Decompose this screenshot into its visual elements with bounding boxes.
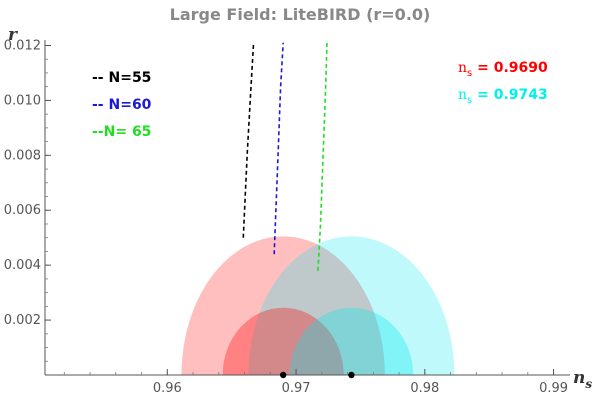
ns-annotation-2: ns = 0.9743 xyxy=(458,87,548,106)
x-tick-label: 0.99 xyxy=(539,381,568,396)
x-axis-label-sub: s xyxy=(585,377,592,391)
center-point xyxy=(348,371,355,379)
y-tick-label: 0.004 xyxy=(4,258,41,273)
x-axis-label-main: n xyxy=(573,368,585,388)
center-point xyxy=(279,371,287,379)
x-tick-label: 0.96 xyxy=(153,381,182,396)
legend-entry-1: -- N=55 xyxy=(92,70,151,86)
series-line-1 xyxy=(242,42,255,238)
x-tick-label: 0.98 xyxy=(410,381,439,396)
x-tick-label: 0.97 xyxy=(282,381,311,396)
confidence-contours xyxy=(181,236,455,375)
ns-symbol: n xyxy=(458,87,467,103)
ns-value: = 0.9690 xyxy=(472,60,548,76)
contour-outer-2 xyxy=(248,236,455,375)
chart-title: Large Field: LiteBIRD (r=0.0) xyxy=(170,5,431,24)
y-tick-label: 0.006 xyxy=(4,203,41,218)
contour-outer-1 xyxy=(181,236,385,375)
axes: 0.96 0.97 0.98 0.99 0.002 0.004 0.006 0.008 0.01… xyxy=(4,38,570,396)
ns-value: = 0.9743 xyxy=(472,87,548,103)
series-lines xyxy=(242,42,328,271)
y-tick-label: 0.010 xyxy=(4,93,41,108)
legend-entry-2: -- N=60 xyxy=(92,97,152,113)
series-line-2 xyxy=(273,42,284,255)
series-line-3 xyxy=(317,42,328,271)
ns-annotation-1: ns = 0.9690 xyxy=(458,60,548,79)
contour-inner-1 xyxy=(222,307,344,375)
y-tick-label: 0.002 xyxy=(4,313,41,328)
y-tick-label: 0.008 xyxy=(4,148,41,163)
ns-subscript: s xyxy=(467,68,472,79)
x-axis-label: ns xyxy=(573,368,592,391)
y-axis-label: r xyxy=(8,25,18,45)
center-points xyxy=(279,371,355,379)
legend-entry-3: --N= 65 xyxy=(92,124,151,140)
y-tick-label: 0.012 xyxy=(4,38,41,53)
contour-inner-2 xyxy=(289,307,414,375)
legend: -- N=55 -- N=60 --N= 65 xyxy=(92,70,152,140)
ns-subscript: s xyxy=(467,95,472,106)
ns-symbol: n xyxy=(458,60,467,76)
